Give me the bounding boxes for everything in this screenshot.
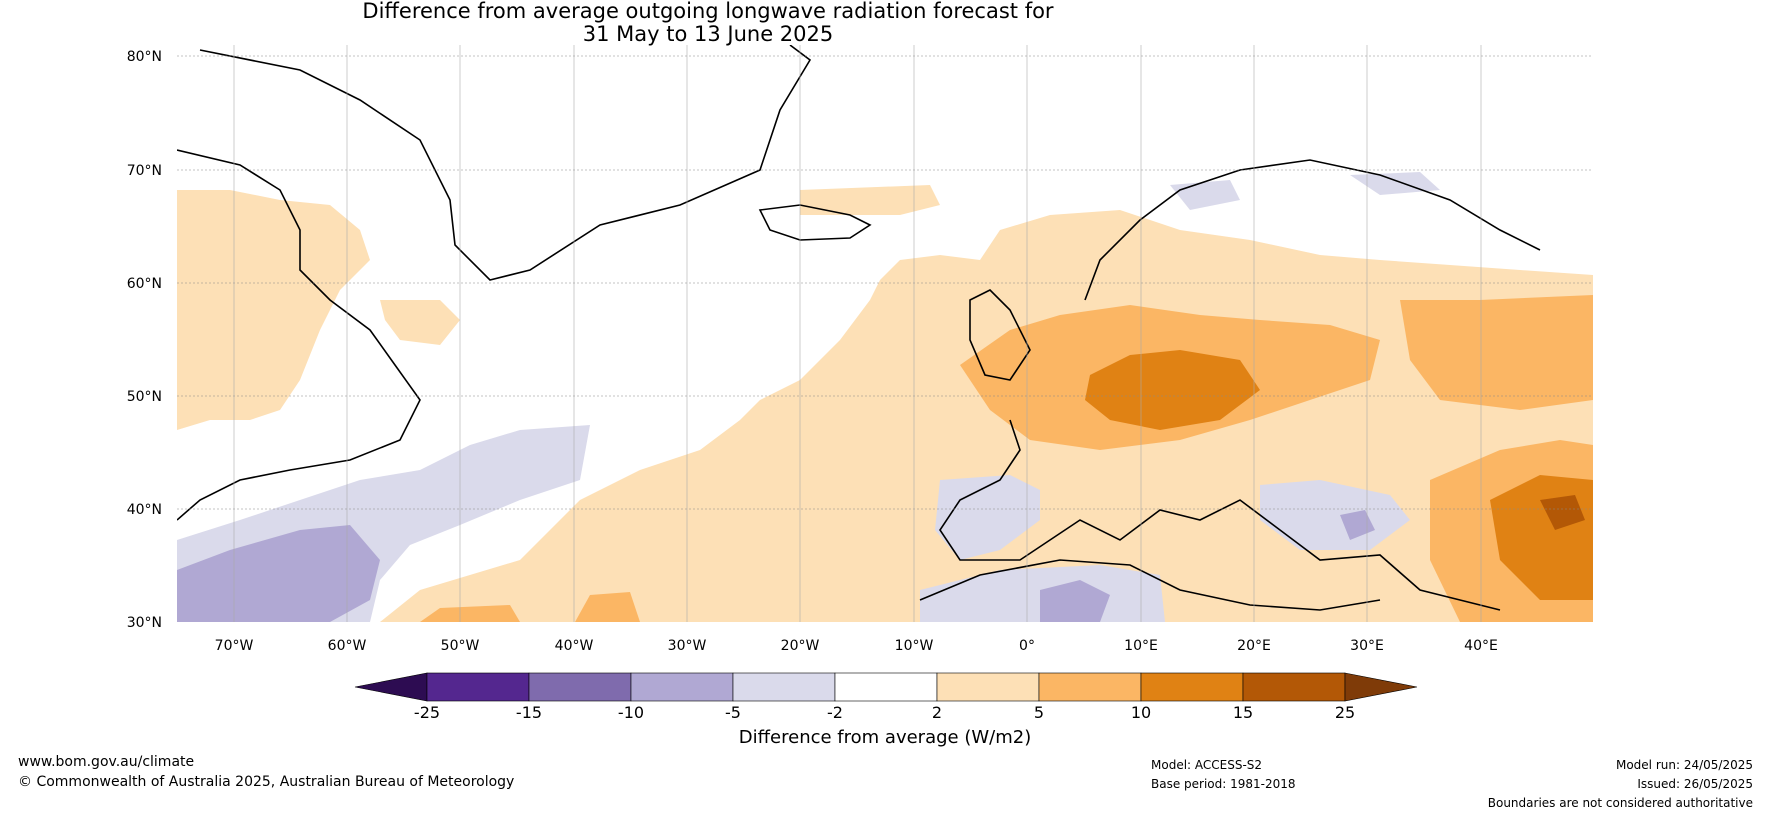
lat-label-80: 80°N: [127, 49, 162, 65]
anomaly-orange-atlantic-south: [420, 605, 520, 622]
anomaly-light-orange-labrador: [380, 300, 460, 345]
anomaly-lavender-turkey: [1260, 480, 1410, 550]
title-line-1: Difference from average outgoing longwav…: [362, 0, 1054, 23]
anomaly-orange-russia: [1400, 295, 1593, 410]
title-line-2: 31 May to 13 June 2025: [582, 22, 834, 46]
footer-model: Model: ACCESS-S2: [1151, 758, 1263, 772]
lon-label-20e: 20°E: [1237, 638, 1271, 654]
anomaly-light-orange-iceland: [800, 185, 940, 215]
lat-label-60: 60°N: [127, 276, 162, 292]
north-africa-coast: [919, 559, 1381, 611]
lon-label-50w: 50°W: [441, 638, 480, 654]
colorbar-tick: -15: [516, 703, 542, 722]
colorbar-segment: [732, 672, 836, 702]
colorbar-tick: 10: [1131, 703, 1151, 722]
colorbar-tick: -10: [618, 703, 644, 722]
anomaly-lavender-arctic: [1350, 172, 1440, 195]
greenland-coast: [199, 45, 812, 281]
lon-label-40e: 40°E: [1464, 638, 1498, 654]
colorbar-tick: -25: [414, 703, 440, 722]
lon-label-20w: 20°W: [781, 638, 820, 654]
lon-label-70w: 70°W: [215, 638, 254, 654]
lat-label-70: 70°N: [127, 163, 162, 179]
iceland-coast: [758, 204, 872, 241]
north-america-coast: [177, 149, 421, 521]
british-isles-coast: [969, 289, 1031, 381]
footer-disclaimer: Boundaries are not considered authoritat…: [1487, 796, 1753, 810]
lon-label-60w: 60°W: [328, 638, 367, 654]
map-title: Difference from average outgoing longwav…: [0, 0, 1416, 46]
longitude-labels: 70°W 60°W 50°W 40°W 30°W 20°W 10°W 0° 10…: [215, 638, 1498, 654]
lon-label-10e: 10°E: [1124, 638, 1158, 654]
colorbar-arrow-high: [1344, 672, 1418, 702]
latitude-labels: 80°N 70°N 60°N 50°N 40°N 30°N: [127, 49, 162, 631]
anomaly-purple-north-africa: [1040, 580, 1110, 622]
anomaly-lavender-scandinavia: [1170, 180, 1240, 210]
footer-base-period: Base period: 1981-2018: [1151, 777, 1296, 791]
colorbar-segment: [1140, 672, 1244, 702]
colorbar-tick: -5: [725, 703, 741, 722]
colorbar-segment: [834, 672, 938, 702]
colorbar: [354, 672, 1418, 702]
anomaly-purple-atlantic: [177, 525, 380, 622]
anomaly-fields: [177, 172, 1593, 622]
anomaly-deep-orange-central-europe: [1085, 350, 1260, 430]
footer-model-run: Model run: 24/05/2025: [1615, 758, 1753, 772]
colorbar-segment: [1242, 672, 1346, 702]
anomaly-lavender-iberia: [935, 475, 1040, 560]
lat-label-40: 40°N: [127, 502, 162, 518]
colorbar-ticks: -25 -15 -10 -5 -2 2 5 10 15 25: [414, 703, 1355, 722]
colorbar-arrow-low: [354, 672, 428, 702]
footer-issued: Issued: 26/05/2025: [1637, 777, 1753, 791]
lon-label-30w: 30°W: [668, 638, 707, 654]
colorbar-segment: [630, 672, 734, 702]
anomaly-dark-orange-middle-east: [1540, 495, 1585, 530]
lat-label-30: 30°N: [127, 615, 162, 631]
colorbar-segment: [1038, 672, 1142, 702]
lon-label-0: 0°: [1019, 638, 1035, 654]
colorbar-segment: [936, 672, 1040, 702]
lat-label-50: 50°N: [127, 389, 162, 405]
europe-coast: [939, 419, 1501, 611]
colorbar-segment: [528, 672, 632, 702]
colorbar-label: Difference from average (W/m2): [738, 727, 1032, 748]
lon-label-40w: 40°W: [555, 638, 594, 654]
colorbar-segment: [426, 672, 530, 702]
colorbar-tick: 2: [932, 703, 942, 722]
footer-copyright: © Commonwealth of Australia 2025, Austra…: [18, 774, 515, 790]
anomaly-orange-atlantic-south-2: [575, 592, 640, 622]
anomaly-purple-turkey: [1340, 510, 1375, 540]
colorbar-tick: 5: [1034, 703, 1044, 722]
scandinavia-coast: [1084, 159, 1541, 301]
longitude-gridlines: [233, 45, 1482, 622]
coastlines: [177, 45, 1541, 611]
lon-label-10w: 10°W: [895, 638, 934, 654]
lon-label-30e: 30°E: [1350, 638, 1384, 654]
latitude-gridlines: [177, 55, 1593, 510]
colorbar-tick: -2: [827, 703, 843, 722]
anomaly-light-orange-canada: [177, 190, 370, 430]
colorbar-tick: 15: [1233, 703, 1253, 722]
footer-website: www.bom.gov.au/climate: [18, 754, 195, 770]
colorbar-tick: 25: [1335, 703, 1355, 722]
